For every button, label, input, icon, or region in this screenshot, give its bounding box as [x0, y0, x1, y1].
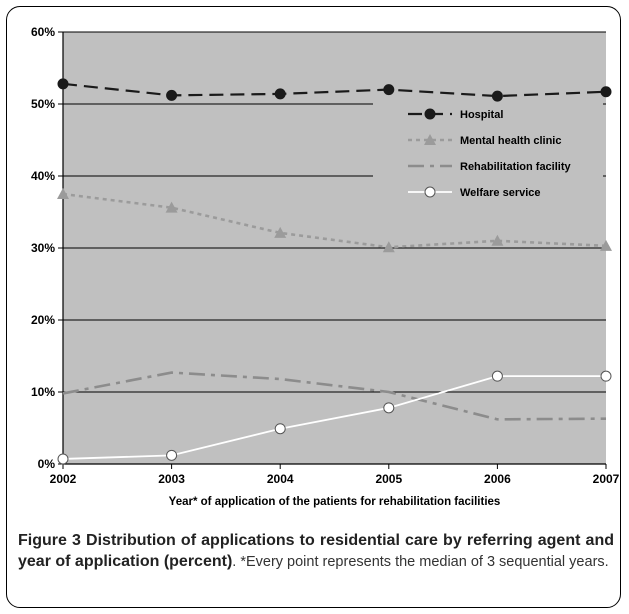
data-point-mental-health-clinic: [57, 188, 69, 199]
data-point-mental-health-clinic: [165, 201, 178, 213]
data-point-mental-health-clinic: [491, 234, 504, 246]
data-point-welfare-service: [600, 370, 612, 382]
figure-caption: Figure 3 Distribution of applications to…: [18, 530, 614, 573]
series-mental-health-clinic: [57, 188, 612, 253]
y-tick-label: 40%: [31, 169, 55, 183]
data-point-welfare-service: [57, 453, 69, 465]
legend-marker-welfare-service: [424, 186, 436, 198]
data-point-mental-health-clinic: [382, 241, 395, 253]
series-lines: [57, 78, 612, 465]
y-tick-label: 20%: [31, 313, 55, 327]
line-chart: 0%10%20%30%40%50%60% 2002 2003 2004 2005 200…: [31, 25, 620, 508]
data-point-hospital: [491, 90, 503, 102]
figure-note: . *Every point represents the median of …: [232, 554, 609, 570]
series-welfare-service: [57, 370, 612, 465]
y-tick-label: 50%: [31, 97, 55, 111]
data-point-welfare-service: [274, 423, 286, 435]
legend: Hospital Mental health clinic Rehabilitati…: [373, 102, 603, 208]
data-point-hospital: [166, 89, 178, 101]
x-tick-label: 2004: [267, 472, 294, 486]
data-point-welfare-service: [383, 402, 395, 414]
gridlines: [58, 31, 606, 465]
y-tick-label: 60%: [31, 25, 55, 39]
x-tick-label: 2005: [375, 472, 402, 486]
x-tick-label: 2002: [50, 472, 77, 486]
series-line-mental-health-clinic: [62, 192, 607, 249]
y-tick-label: 0%: [38, 457, 56, 471]
legend-label-welfare-service: Welfare service: [460, 187, 541, 199]
x-tick-label: 2003: [158, 472, 185, 486]
data-point-mental-health-clinic: [274, 226, 287, 238]
data-point-hospital: [600, 86, 612, 98]
data-point-welfare-service: [166, 449, 178, 461]
legend-background: [373, 102, 603, 208]
legend-label-rehabilitation-facility: Rehabilitation facility: [460, 161, 572, 173]
figure-label: Figure 3: [18, 532, 81, 549]
series-line-welfare-service: [62, 375, 606, 460]
y-tick-label: 30%: [31, 241, 55, 255]
series-line-hospital: [62, 82, 607, 98]
data-point-hospital: [383, 84, 395, 96]
x-tick-label: 2006: [484, 472, 511, 486]
data-point-mental-health-clinic: [600, 239, 612, 251]
legend-marker-hospital: [424, 108, 436, 120]
x-axis-title: Year* of application of the patients for…: [169, 496, 501, 508]
data-point-hospital: [274, 88, 286, 100]
legend-label-mental-health-clinic: Mental health clinic: [460, 135, 561, 147]
y-tick-label: 10%: [31, 385, 55, 399]
series-hospital: [57, 78, 612, 102]
x-tick-label: 2007: [593, 472, 620, 486]
series-line-rehabilitation-facility: [62, 371, 607, 421]
y-tick-labels: 0% 10% 20% 30% 40% 50% 60%: [31, 25, 55, 471]
x-tick-labels: 2002 2003 2004 2005 2006 2007: [50, 464, 620, 486]
legend-label-hospital: Hospital: [460, 109, 503, 121]
axes: [62, 32, 606, 465]
data-point-welfare-service: [491, 370, 503, 382]
series-rehabilitation-facility: [62, 371, 607, 421]
data-point-hospital: [57, 78, 69, 90]
figure-title: Distribution of applications to resident…: [18, 532, 614, 570]
legend-marker-mental-health-clinic: [424, 134, 436, 145]
